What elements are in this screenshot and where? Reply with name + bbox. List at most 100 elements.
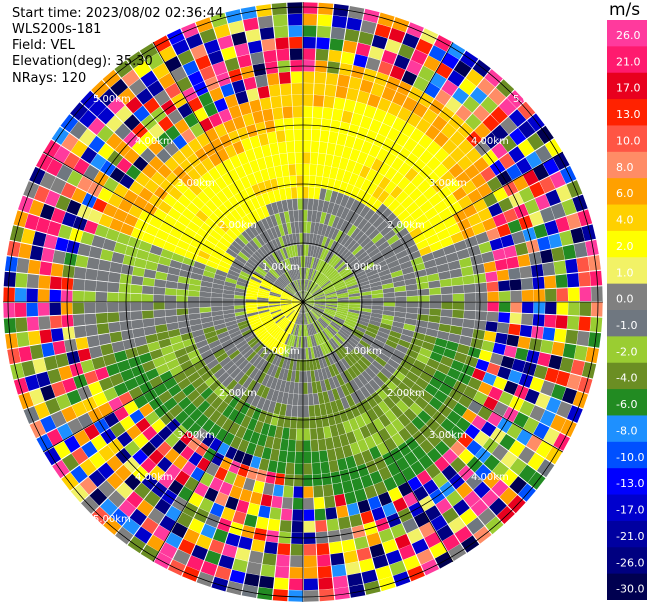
ray-gate [257, 220, 267, 233]
ray-gate [132, 327, 145, 338]
ray-gate [280, 297, 292, 301]
ray-gate [368, 277, 381, 284]
ray-gate [540, 249, 554, 264]
ray-gate [418, 165, 433, 180]
ray-gate [231, 31, 247, 46]
ray-gate [281, 293, 293, 299]
ray-gate [529, 405, 546, 422]
ray-gate [321, 355, 328, 368]
ray-gate [271, 202, 279, 215]
ray-gate [267, 424, 277, 438]
ring-label-1km-sw: 1.00km [262, 346, 300, 357]
ray-gate [145, 260, 158, 271]
ray-gate [462, 275, 475, 285]
ray-gate [282, 345, 289, 357]
ray-gate [139, 43, 158, 61]
ray-gate [217, 264, 230, 274]
ray-gate [277, 277, 287, 287]
ray-gate [96, 323, 110, 335]
ray-gate [154, 404, 169, 418]
ray-gate [383, 476, 398, 492]
ray-gate [353, 215, 364, 228]
ray-gate [540, 380, 556, 397]
ray-gate [360, 178, 372, 192]
ray-gate [52, 340, 66, 355]
ray-gate [7, 348, 21, 365]
ray-gate [373, 456, 387, 471]
ray-gate [366, 326, 379, 335]
ray-gate [336, 422, 346, 436]
ray-gate [180, 332, 194, 342]
ray-gate [177, 214, 191, 227]
ray-gate [350, 112, 363, 127]
ray-gate [253, 325, 265, 334]
ray-gate [411, 173, 425, 188]
ray-gate [271, 154, 281, 167]
ray-gate [191, 196, 205, 210]
ray-gate [485, 271, 498, 283]
ray-gate [164, 156, 179, 172]
ray-gate [88, 381, 103, 396]
ray-gate [46, 428, 64, 447]
ray-gate [499, 153, 516, 170]
ray-gate [237, 251, 249, 262]
ray-gate [193, 233, 206, 245]
ring-label-2km-ne: 2.00km [387, 220, 425, 231]
ray-gate [193, 334, 207, 344]
ray-gate [329, 352, 338, 364]
ray-gate [313, 94, 324, 107]
ray-gate [149, 433, 165, 449]
ray-gate [345, 318, 357, 326]
ray-gate [208, 423, 222, 438]
ray-gate [442, 139, 458, 155]
ray-gate [205, 127, 219, 143]
ray-gate [397, 413, 411, 427]
ray-gate [201, 433, 215, 447]
ray-gate [349, 212, 360, 225]
ray-gate [368, 379, 380, 392]
ray-gate [15, 317, 28, 333]
ring-label-1km-se: 1.00km [344, 346, 382, 357]
ray-gate [152, 236, 166, 249]
ray-gate [234, 42, 250, 57]
ray-gate [369, 470, 383, 485]
ray-gate [294, 312, 300, 324]
ray-gate [113, 208, 128, 223]
ray-gate [155, 271, 168, 281]
ray-gate [187, 302, 200, 308]
ray-gate [449, 130, 466, 147]
ray-gate [24, 213, 40, 231]
ray-gate [393, 316, 406, 324]
ray-gate [260, 564, 276, 578]
ray-gate [523, 417, 540, 434]
ray-gate [507, 369, 523, 384]
ray-gate [73, 266, 87, 280]
ray-gate [106, 363, 120, 377]
ray-gate [278, 367, 286, 380]
ray-gate [247, 336, 259, 346]
ray-gate [363, 240, 375, 251]
ray-gate [488, 202, 503, 217]
ray-gate [334, 362, 344, 374]
ray-gate [294, 268, 299, 280]
ray-gate [257, 292, 270, 297]
ray-gate [291, 299, 303, 302]
ray-gate [327, 389, 335, 402]
ray-gate [262, 348, 272, 360]
ray-gate [392, 369, 406, 382]
ray-gate [438, 207, 453, 221]
ray-gate [50, 207, 66, 224]
ray-gate [446, 490, 463, 507]
ray-gate [378, 528, 394, 543]
ray-gate [303, 152, 311, 164]
ray-gate [270, 365, 279, 378]
ray-gate [482, 217, 497, 232]
ray-gate [242, 162, 253, 176]
ray-gate [228, 168, 240, 183]
ray-gate [364, 580, 381, 595]
ray-gate [285, 286, 295, 295]
ray-gate [508, 323, 521, 336]
ray-gate [169, 259, 183, 270]
ray-gate [395, 456, 410, 472]
ray-gate [84, 302, 96, 314]
